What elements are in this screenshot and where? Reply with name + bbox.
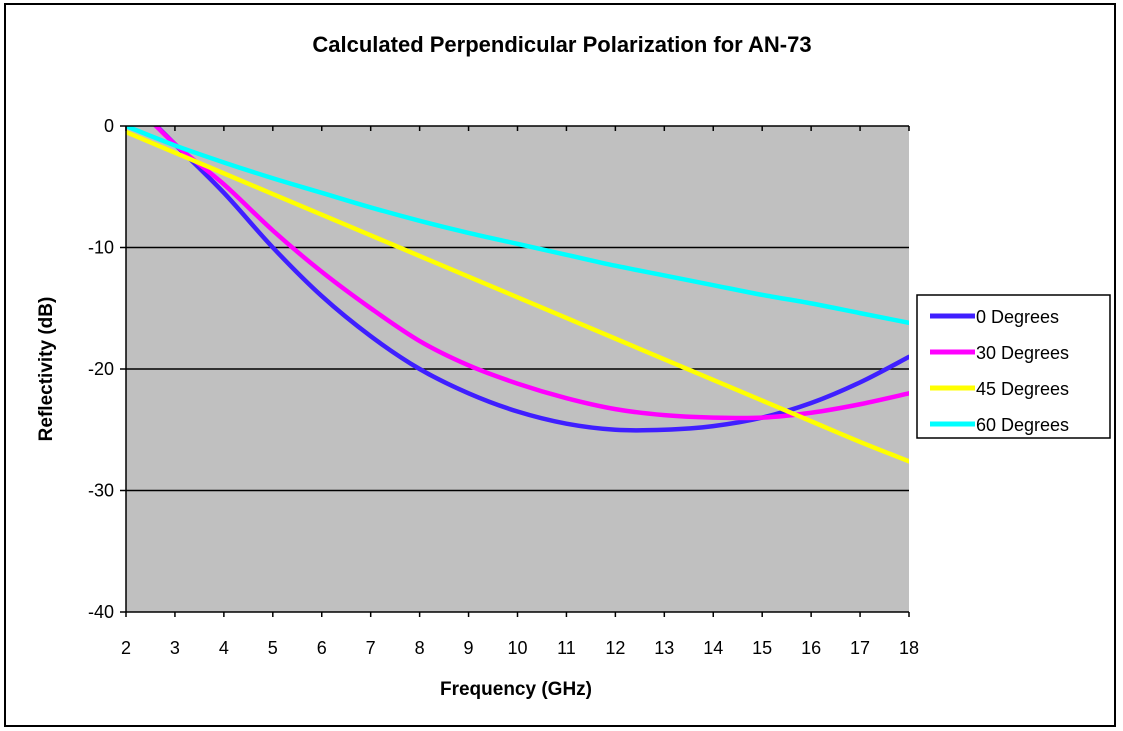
x-tick-label-0: 2 [121,638,131,658]
x-tick-label-6: 8 [415,638,425,658]
x-tick-label-7: 9 [464,638,474,658]
y-tick-label-4: -40 [88,602,114,622]
y-axis-title: Reflectivity (dB) [36,297,57,442]
series-line-2 [126,129,909,464]
series-line-1 [152,126,909,421]
chart-title: Calculated Perpendicular Polarization fo… [312,32,811,57]
x-axis-title: Frequency (GHz) [440,679,592,700]
x-tick-label-4: 6 [317,638,327,658]
x-tick-label-5: 7 [366,638,376,658]
x-tick-label-10: 12 [605,638,625,658]
x-tick-label-14: 16 [801,638,821,658]
x-tick-label-3: 5 [268,638,278,658]
series-line-3 [126,126,909,326]
x-tick-label-16: 18 [899,638,919,658]
legend-label-3: 60 Degrees [976,415,1069,435]
x-tick-label-1: 3 [170,638,180,658]
x-tick-label-2: 4 [219,638,229,658]
x-tick-label-12: 14 [703,638,723,658]
legend-label-1: 30 Degrees [976,343,1069,363]
y-tick-label-2: -20 [88,359,114,379]
legend-label-0: 0 Degrees [976,307,1059,327]
x-tick-label-8: 10 [507,638,527,658]
x-tick-label-11: 13 [654,638,674,658]
x-tick-label-9: 11 [557,638,576,658]
legend-box [916,294,1111,439]
legend: 0 Degrees 30 Degrees 45 Degrees 60 Degrees [916,294,1111,439]
y-tick-label-1: -10 [88,238,114,258]
y-tick-label-3: -30 [88,481,114,501]
legend-label-2: 45 Degrees [976,379,1069,399]
series-lines [126,126,909,464]
y-tick-labels: 0 -10 -20 -30 -40 [88,116,126,622]
x-tick-labels: 2 3 4 5 6 7 8 9 10 11 12 13 14 15 16 17 18 [121,126,919,658]
x-tick-label-15: 17 [850,638,870,658]
x-tick-label-13: 15 [752,638,772,658]
y-tick-label-0: 0 [104,116,114,136]
gridlines [126,246,909,492]
